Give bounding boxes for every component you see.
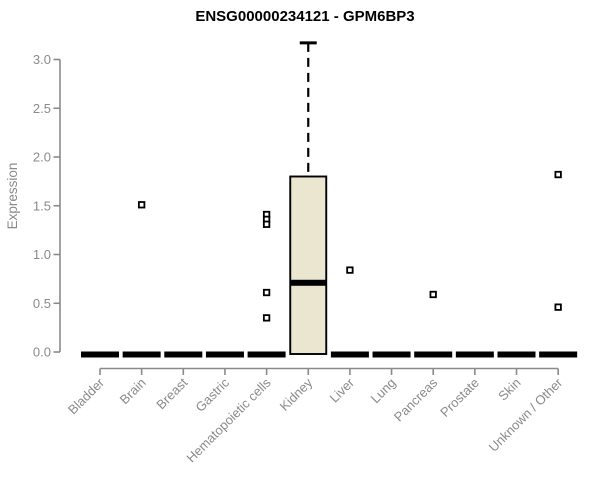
- x-tick-label-kidney: Kidney: [277, 375, 316, 414]
- outlier-point-unknown-other: [554, 303, 562, 311]
- x-tick-label-prostate: Prostate: [437, 375, 482, 420]
- box-unknown-other: [539, 351, 578, 358]
- x-tick-label-bladder: Bladder: [65, 375, 108, 418]
- box-liver: [330, 351, 369, 358]
- box-kidney: [289, 175, 328, 355]
- x-tick-label-skin: Skin: [495, 375, 523, 403]
- box-skin: [497, 351, 536, 358]
- y-tick-label: 0.5: [33, 296, 51, 311]
- y-tick-label: 2.5: [33, 101, 51, 116]
- outlier-point-liver: [346, 266, 354, 274]
- y-tick-label: 1.0: [33, 247, 51, 262]
- x-tick-label-brain: Brain: [117, 375, 149, 407]
- x-tick-label-gastric: Gastric: [192, 375, 232, 415]
- box-hematopoietic-cells: [247, 351, 286, 358]
- box-brain: [122, 351, 161, 358]
- box-lung: [372, 351, 411, 358]
- outlier-point-hematopoietic-cells: [262, 314, 271, 322]
- outlier-point-hematopoietic-cells: [262, 220, 271, 228]
- box-breast: [164, 351, 203, 358]
- y-tick-label: 3.0: [33, 52, 51, 67]
- boxes-layer: [81, 41, 578, 358]
- x-tick-label-liver: Liver: [326, 375, 357, 406]
- box-prostate: [455, 351, 494, 358]
- x-tick-label-lung: Lung: [368, 375, 399, 406]
- box-bladder: [81, 351, 119, 358]
- outlier-point-unknown-other: [554, 170, 562, 179]
- y-tick-label: 2.0: [33, 150, 51, 165]
- outlier-point-brain: [137, 201, 146, 209]
- outlier-point-pancreas: [429, 290, 437, 299]
- x-tick-label-breast: Breast: [153, 375, 190, 412]
- box-pancreas: [414, 351, 453, 358]
- outlier-point-hematopoietic-cells: [262, 288, 271, 297]
- box-gastric: [205, 351, 244, 358]
- chart-title: ENSG00000234121 - GPM6BP3: [195, 8, 415, 25]
- x-tick-label-pancreas: Pancreas: [391, 375, 441, 425]
- y-tick-label: 1.5: [33, 198, 51, 213]
- x-tick-label-unknown-other: Unknown / Other: [486, 375, 566, 455]
- y-tick-label: 0.0: [33, 345, 51, 360]
- median-line-kidney: [290, 279, 327, 286]
- y-axis-title: Expression: [5, 163, 20, 230]
